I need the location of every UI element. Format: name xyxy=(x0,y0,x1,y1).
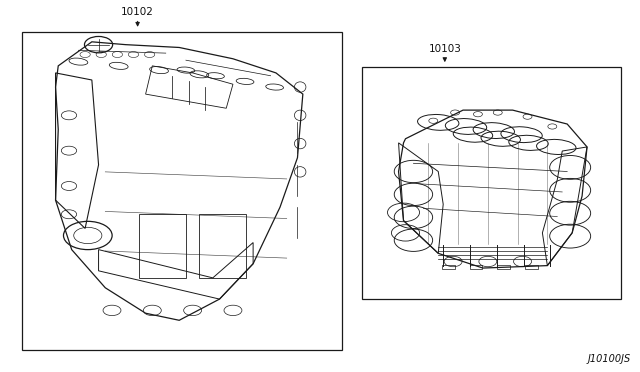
Text: 10102: 10102 xyxy=(121,7,154,17)
Text: 10103: 10103 xyxy=(428,44,461,54)
Bar xyxy=(525,265,538,269)
Bar xyxy=(442,265,454,269)
Bar xyxy=(497,265,510,269)
Bar xyxy=(362,67,621,299)
Bar xyxy=(22,32,342,350)
Bar xyxy=(470,265,483,269)
Text: J10100JS: J10100JS xyxy=(587,354,630,364)
